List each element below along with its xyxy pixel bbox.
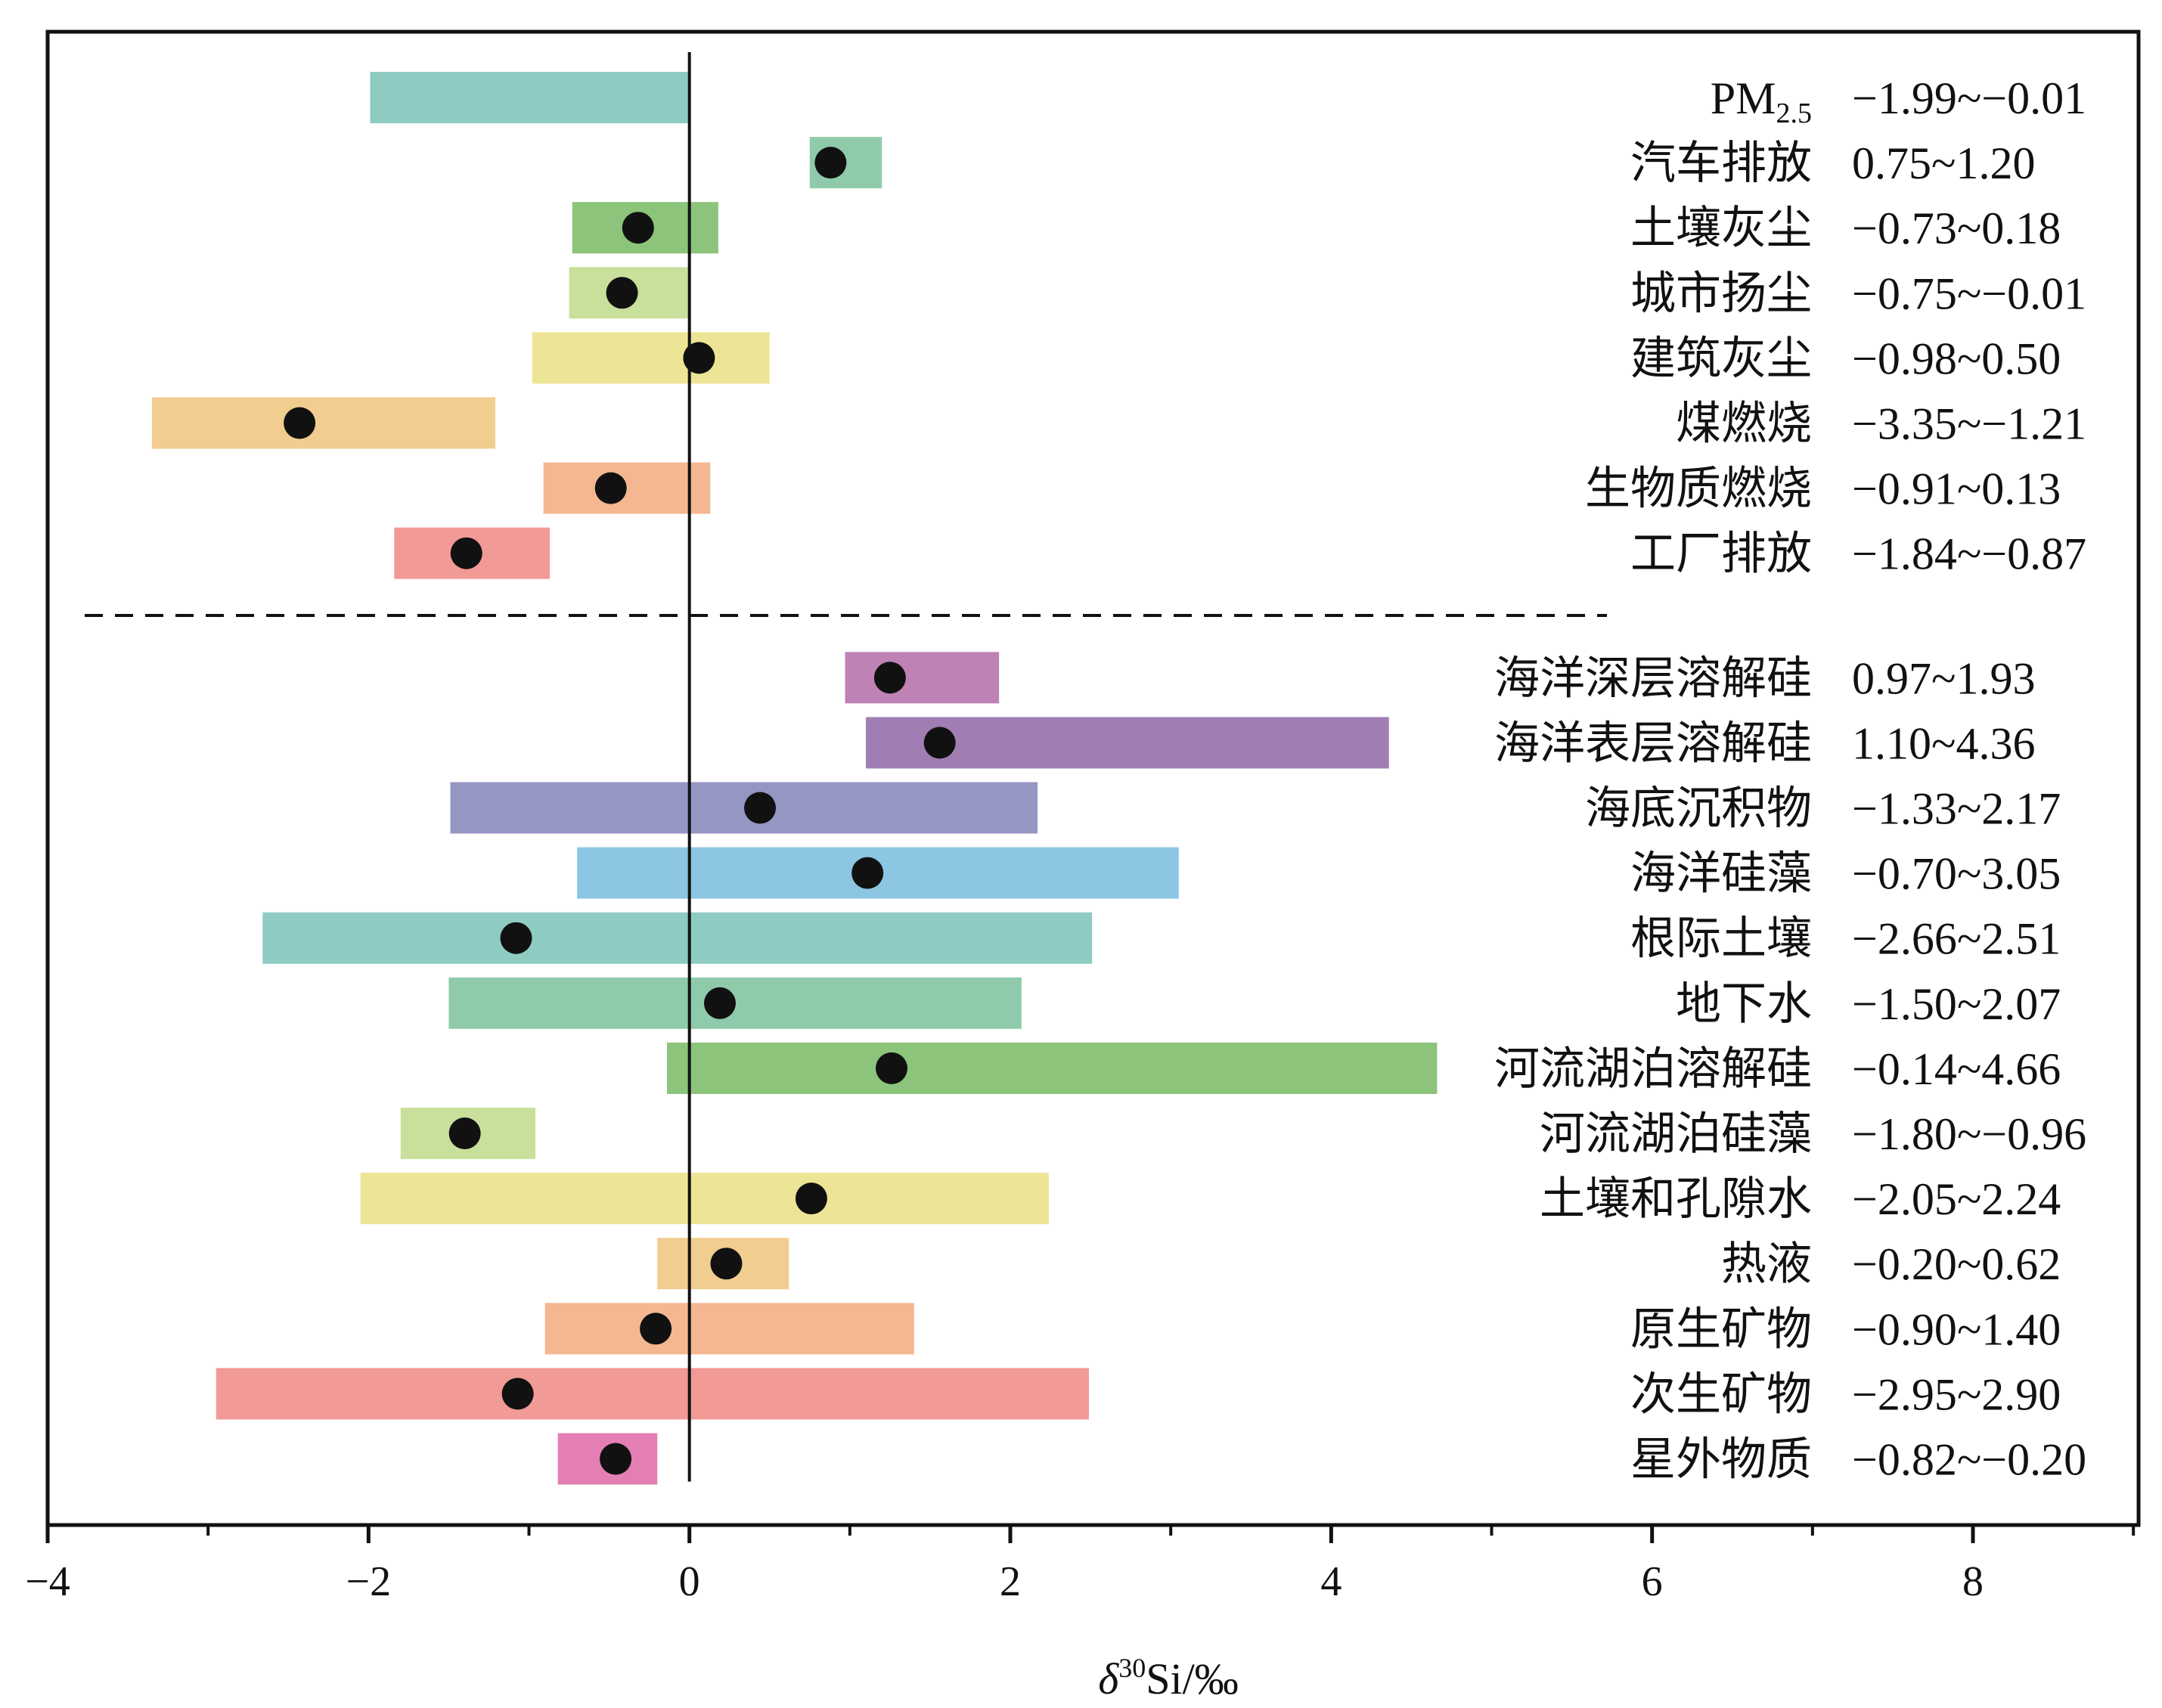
category-name-group-1-item-9: 热液 <box>1721 1238 1812 1291</box>
category-name-group-0-item-5: 煤燃烧 <box>1676 398 1812 451</box>
category-name-group-1-item-12: 星外物质 <box>1630 1434 1812 1486</box>
category-name-group-0-item-6: 生物质燃烧 <box>1585 463 1812 516</box>
bar-group-1-item-10 <box>544 1303 914 1355</box>
category-name-group-0-item-2: 土壤灰尘 <box>1630 202 1812 255</box>
category-name-group-0-item-0: PM2.5 <box>1711 73 1812 129</box>
bar-group-1-item-6 <box>666 1042 1438 1094</box>
mean-dot-group-0-item-7 <box>450 537 482 569</box>
category-name-group-1-item-2: 海底沉积物 <box>1585 783 1812 835</box>
mean-dot-group-1-item-6 <box>875 1052 907 1084</box>
range-label-group-1-item-1: 1.10~4.36 <box>1852 718 2035 768</box>
x-tick-label-0: −4 <box>25 1558 70 1605</box>
mean-dot-group-1-item-5 <box>703 987 736 1019</box>
bar-group-0-item-4 <box>532 332 770 384</box>
mean-dot-group-0-item-5 <box>284 407 316 439</box>
range-label-group-1-item-12: −0.82~−0.20 <box>1852 1435 2086 1485</box>
bar-group-1-item-4 <box>262 912 1093 964</box>
range-label-group-1-item-2: −1.33~2.17 <box>1852 784 2061 834</box>
x-tick-label-6: 8 <box>1962 1558 1984 1605</box>
range-label-group-0-item-6: −0.91~0.13 <box>1852 464 2061 514</box>
range-label-group-1-item-10: −0.90~1.40 <box>1852 1304 2061 1354</box>
x-tick-label-1: −2 <box>346 1558 392 1605</box>
category-name-group-1-item-5: 地下水 <box>1676 978 1812 1031</box>
category-name-group-1-item-4: 根际土壤 <box>1630 913 1812 966</box>
range-label-group-1-item-9: −0.20~0.62 <box>1852 1239 2061 1289</box>
category-name-group-1-item-8: 土壤和孔隙水 <box>1540 1173 1812 1226</box>
range-label-group-1-item-7: −1.80~−0.96 <box>1852 1109 2086 1159</box>
bar-group-0-item-6 <box>543 462 711 514</box>
mean-dot-group-0-item-2 <box>622 212 654 244</box>
mean-dot-group-1-item-12 <box>600 1443 632 1475</box>
range-label-group-1-item-11: −2.95~2.90 <box>1852 1369 2061 1419</box>
mean-dot-group-0-item-3 <box>606 277 638 309</box>
range-label-group-0-item-4: −0.98~0.50 <box>1852 333 2061 383</box>
range-label-group-0-item-3: −0.75~−0.01 <box>1852 268 2086 318</box>
category-name-group-0-item-7: 工厂排放 <box>1630 528 1812 581</box>
range-label-group-1-item-6: −0.14~4.66 <box>1852 1044 2061 1094</box>
category-name-group-0-item-3: 城市扬尘 <box>1630 267 1812 320</box>
category-name-group-1-item-7: 河流湖泊硅藻 <box>1540 1108 1812 1161</box>
range-label-group-0-item-7: −1.84~−0.87 <box>1852 529 2086 579</box>
mean-dot-group-1-item-11 <box>501 1378 534 1410</box>
bar-group-1-item-0 <box>845 652 1000 704</box>
mean-dot-group-1-item-8 <box>795 1183 827 1215</box>
mean-dot-group-1-item-2 <box>744 792 777 824</box>
range-label-group-1-item-8: −2.05~2.24 <box>1852 1174 2061 1224</box>
x-axis: −4 −2 0 2 4 6 8 <box>25 1525 2136 1605</box>
category-name-group-0-item-1: 汽车排放 <box>1630 137 1812 190</box>
range-label-group-1-item-4: −2.66~2.51 <box>1852 914 2061 964</box>
category-name-main-group-0-item-0: PM <box>1711 73 1776 123</box>
category-name-group-1-item-1: 海洋表层溶解硅 <box>1494 717 1812 770</box>
category-name-sub-group-0-item-0: 2.5 <box>1776 98 1813 129</box>
bar-group-0-item-5 <box>151 397 495 449</box>
mean-dot-group-0-item-4 <box>683 342 715 374</box>
range-label-group-0-item-5: −3.35~−1.21 <box>1852 399 2086 449</box>
mean-dot-group-0-item-6 <box>594 472 627 504</box>
mean-dot-group-1-item-4 <box>500 922 532 954</box>
category-name-group-0-item-4: 建筑灰尘 <box>1630 332 1812 385</box>
category-labels-layer: PM2.5 −1.99~−0.01 汽车排放 0.75~1.20 土壤灰尘 −0.73~0… <box>1494 73 2086 1486</box>
range-label-group-0-item-0: −1.99~−0.01 <box>1852 73 2086 123</box>
range-label-group-0-item-2: −0.73~0.18 <box>1852 203 2061 253</box>
bars-layer <box>151 72 1438 1485</box>
mean-dot-group-1-item-0 <box>873 662 906 694</box>
x-tick-label-4: 4 <box>1320 1558 1342 1605</box>
plot-frame <box>45 29 2141 1527</box>
bar-group-1-item-2 <box>450 782 1038 834</box>
category-name-group-1-item-11: 次生矿物 <box>1630 1368 1812 1421</box>
mean-dots-layer <box>284 147 956 1475</box>
range-label-group-0-item-1: 0.75~1.20 <box>1852 138 2035 188</box>
mean-dot-group-1-item-9 <box>710 1248 743 1280</box>
x-tick-label-3: 2 <box>1000 1558 1021 1605</box>
category-name-group-1-item-3: 海洋硅藻 <box>1630 848 1812 900</box>
category-name-group-1-item-0: 海洋深层溶解硅 <box>1494 652 1812 705</box>
x-axis-title-rest: Si/‰ <box>1146 1654 1239 1703</box>
zero-line-layer <box>85 52 1607 1482</box>
range-label-group-1-item-5: −1.50~2.07 <box>1852 979 2061 1029</box>
mean-dot-group-1-item-1 <box>923 727 956 759</box>
bar-group-1-item-8 <box>360 1173 1049 1225</box>
mean-dot-group-0-item-1 <box>814 147 847 179</box>
bar-group-0-item-0 <box>370 72 688 123</box>
x-tick-label-5: 6 <box>1642 1558 1663 1605</box>
x-axis-title: δ30Si/‰ <box>1098 1653 1238 1703</box>
mean-dot-group-1-item-10 <box>640 1313 672 1345</box>
x-axis-title-delta: δ <box>1098 1654 1119 1703</box>
x-tick-label-2: 0 <box>679 1558 700 1605</box>
mean-dot-group-1-item-7 <box>448 1117 481 1149</box>
category-name-group-1-item-10: 原生矿物 <box>1630 1303 1812 1356</box>
category-name-group-1-item-6: 河流湖泊溶解硅 <box>1494 1043 1812 1096</box>
range-label-group-1-item-0: 0.97~1.93 <box>1852 653 2035 703</box>
range-label-group-1-item-3: −0.70~3.05 <box>1852 849 2061 899</box>
x-axis-title-sup: 30 <box>1118 1653 1146 1683</box>
bar-group-1-item-11 <box>216 1368 1089 1420</box>
mean-dot-group-1-item-3 <box>851 857 884 889</box>
